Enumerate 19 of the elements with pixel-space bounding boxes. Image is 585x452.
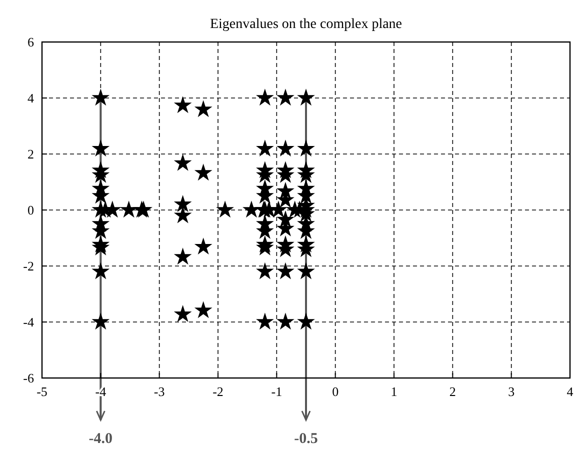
y-tick-label: -2 <box>23 258 34 274</box>
chart-title: Eigenvalues on the complex plane <box>210 17 402 32</box>
x-tick-label: 3 <box>508 384 515 399</box>
x-tick-label: -1 <box>271 384 282 399</box>
ref-line-label: -4.0 <box>88 431 113 447</box>
x-tick-label: -3 <box>154 384 165 399</box>
x-tick-label: 1 <box>390 384 398 399</box>
x-tick-label: 4 <box>566 384 574 399</box>
x-tick-label: -2 <box>212 384 224 399</box>
y-tick-label: -4 <box>23 314 34 330</box>
y-tick-label: 2 <box>28 146 34 162</box>
x-tick-label: 0 <box>332 384 339 399</box>
y-tick-label: 0 <box>28 202 34 218</box>
y-tick-label: -6 <box>23 370 34 386</box>
x-tick-label: 2 <box>449 384 456 399</box>
ref-line-label: -0.5 <box>294 431 318 447</box>
y-tick-label: 4 <box>28 90 34 106</box>
x-tick-label: -5 <box>36 384 48 399</box>
y-tick-label: 6 <box>28 34 34 50</box>
